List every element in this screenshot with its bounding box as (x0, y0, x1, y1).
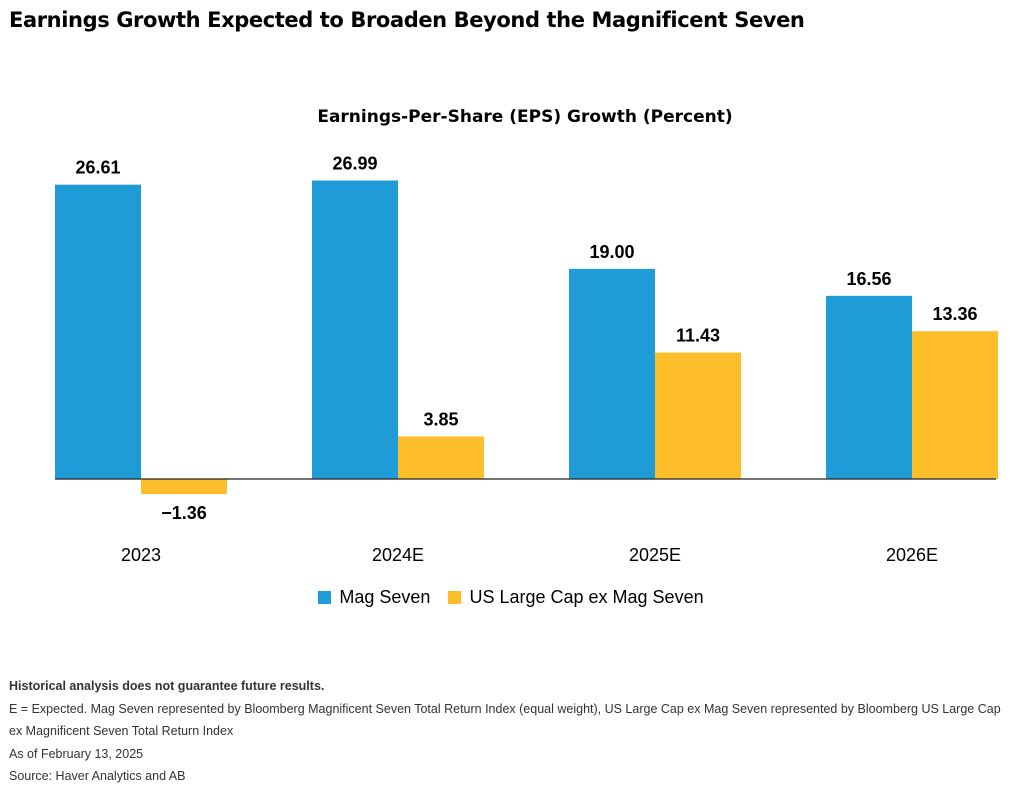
bar-mag-seven-2024e (312, 180, 398, 479)
x-tick-label-2026e: 2026E (886, 545, 938, 565)
bar-mag-seven-2023 (55, 184, 141, 479)
footnotes: Historical analysis does not guarantee f… (9, 675, 1017, 788)
chart-title: Earnings-Per-Share (EPS) Growth (Percent… (317, 107, 732, 127)
data-label-mag-seven-2024e: 26.99 (332, 153, 377, 173)
legend-label-us-large-cap: US Large Cap ex Mag Seven (469, 587, 704, 607)
bar-us-large-cap-2026e (912, 331, 998, 479)
page-title: Earnings Growth Expected to Broaden Beyo… (9, 8, 805, 32)
data-label-us-large-cap-2026e: 13.36 (932, 304, 977, 324)
x-tick-label-2023: 2023 (121, 545, 161, 565)
legend-item-us-large-cap: US Large Cap ex Mag Seven (448, 587, 704, 608)
data-label-mag-seven-2026e: 16.56 (846, 269, 891, 289)
data-label-us-large-cap-2025e: 11.43 (676, 326, 720, 346)
bar-us-large-cap-2024e (398, 436, 484, 479)
x-tick-label-2025e: 2025E (629, 545, 681, 565)
data-label-us-large-cap-2023: −1.36 (161, 503, 207, 523)
source-note: Source: Haver Analytics and AB (9, 769, 186, 783)
legend-item-mag-seven: Mag Seven (318, 587, 430, 608)
x-tick-label-2024e: 2024E (372, 545, 424, 565)
disclaimer-note: Historical analysis does not guarantee f… (9, 679, 325, 693)
eps-growth-chart: Earnings-Per-Share (EPS) Growth (Percent… (55, 107, 998, 565)
bar-us-large-cap-2025e (655, 352, 741, 479)
legend-swatch-mag-seven (318, 591, 332, 604)
bar-mag-seven-2026e (826, 295, 912, 479)
date-note: As of February 13, 2025 (9, 746, 144, 761)
data-label-mag-seven-2023: 26.61 (75, 158, 120, 178)
legend-label-mag-seven: Mag Seven (339, 587, 431, 607)
chart-legend: Mag Seven US Large Cap ex Mag Seven (0, 587, 1022, 608)
bar-mag-seven-2025e (569, 268, 655, 479)
data-label-us-large-cap-2024e: 3.85 (423, 409, 458, 429)
bar-us-large-cap-2023 (141, 479, 227, 495)
legend-swatch-us-large-cap (448, 591, 462, 604)
definition-note: E = Expected. Mag Seven represented by B… (9, 701, 1001, 739)
data-label-mag-seven-2025e: 19.00 (589, 242, 634, 262)
